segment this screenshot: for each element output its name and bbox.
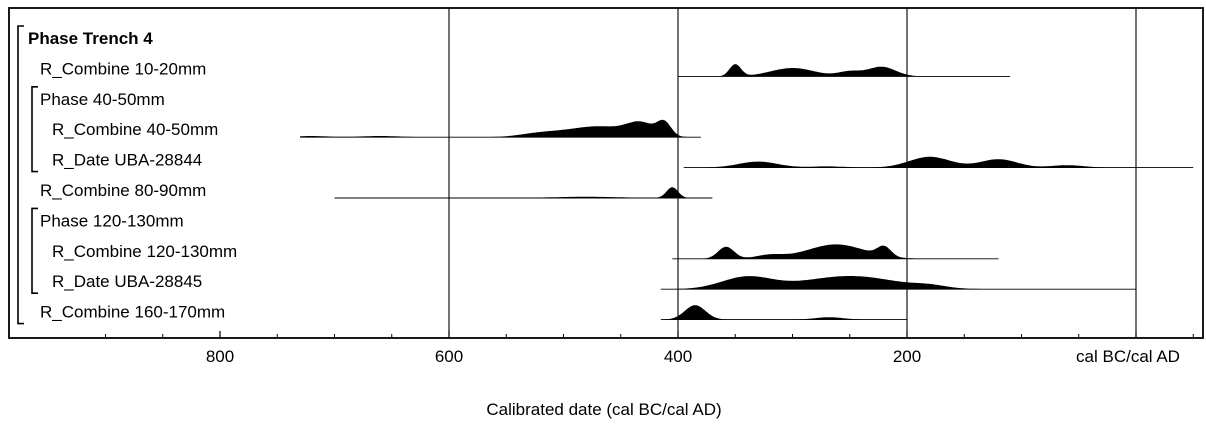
plot-rows: Phase Trench 4 R_Combine 10-20mm Phase 40-… — [28, 29, 1194, 322]
distribution-row: R_Combine 80-90mm — [40, 181, 713, 200]
row-label: R_Date UBA-28845 — [52, 272, 202, 291]
row-label: Phase Trench 4 — [28, 29, 153, 48]
x-tick-label: 800 — [206, 347, 234, 366]
row-label: Phase 40-50mm — [40, 90, 165, 109]
probability-distribution — [678, 64, 1010, 77]
distribution-row: R_Date UBA-28845 — [52, 272, 1136, 291]
probability-distribution — [672, 244, 999, 259]
x-tick-label: 200 — [893, 347, 921, 366]
x-tick-label: 400 — [664, 347, 692, 366]
distribution-row: R_Date UBA-28844 — [52, 151, 1194, 170]
probability-distribution — [660, 276, 1136, 290]
distribution-row: R_Combine 40-50mm — [52, 119, 701, 139]
phase-row: Phase 120-130mm — [40, 211, 184, 230]
row-label: R_Combine 40-50mm — [52, 120, 218, 139]
phase-bracket — [31, 207, 38, 294]
x-axis-label: Calibrated date (cal BC/cal AD) — [486, 400, 721, 419]
distribution-row: R_Combine 120-130mm — [52, 242, 999, 261]
phase-row: Phase 40-50mm — [40, 90, 165, 109]
phase-brackets — [17, 25, 38, 325]
row-label: R_Date UBA-28844 — [52, 151, 202, 170]
phase-row: Phase Trench 4 — [28, 29, 153, 48]
phase-bracket — [17, 25, 24, 325]
row-label: R_Combine 160-170mm — [40, 303, 225, 322]
phase-bracket — [31, 86, 38, 173]
probability-distribution — [300, 119, 701, 138]
distribution-row: R_Combine 10-20mm — [40, 59, 1011, 78]
row-label: R_Combine 120-130mm — [52, 242, 237, 261]
plot-frame — [8, 7, 1204, 339]
x-tick-label: cal BC/cal AD — [1076, 347, 1180, 366]
x-tick-label: 600 — [435, 347, 463, 366]
row-label: Phase 120-130mm — [40, 211, 184, 230]
gridlines — [448, 8, 1137, 338]
row-label: R_Combine 80-90mm — [40, 181, 206, 200]
x-axis-ticks: 800 600 400 200 cal BC/cal AD — [105, 331, 1194, 366]
probability-distribution — [660, 305, 907, 320]
probability-distribution — [334, 187, 713, 198]
row-label: R_Combine 10-20mm — [40, 59, 206, 78]
distribution-row: R_Combine 160-170mm — [40, 303, 907, 322]
probability-distribution — [683, 156, 1194, 168]
